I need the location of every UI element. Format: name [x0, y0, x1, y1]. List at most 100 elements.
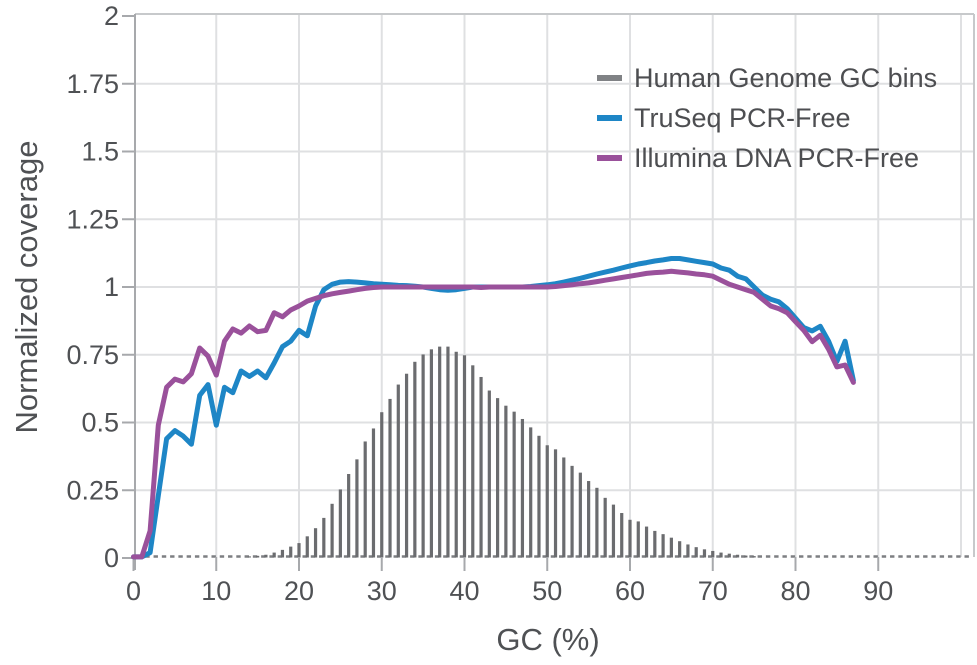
gc-bin-bar — [628, 519, 632, 558]
gc-bin-bar — [603, 497, 607, 558]
gc-bin-bar — [636, 521, 640, 558]
x-axis-title: GC (%) — [496, 622, 600, 657]
x-tick-label: 0 — [126, 576, 141, 606]
gc-bin-bar — [727, 553, 731, 558]
gc-bin-bar — [256, 555, 260, 558]
axes-and-ticks — [122, 14, 880, 571]
y-tick-label: 0.25 — [66, 475, 119, 505]
gc-bin-bar — [330, 503, 334, 558]
gc-bin-bar — [247, 556, 251, 558]
x-tick-label: 90 — [863, 576, 893, 606]
gc-bin-bar — [429, 349, 433, 558]
truseq-pcr-free-line — [131, 256, 856, 560]
x-tick-label: 80 — [780, 576, 810, 606]
gc-bin-bar — [322, 517, 326, 558]
y-tick-label: 1.25 — [66, 204, 119, 234]
legend-label: TruSeq PCR-Free — [634, 102, 851, 133]
gc-bin-bar — [305, 536, 309, 558]
legend-swatch — [597, 155, 622, 161]
gc-bin-bar — [711, 550, 715, 558]
gc-bin-bar — [280, 549, 285, 558]
legend-item: TruSeq PCR-Free — [597, 98, 937, 138]
gc-bin-bar — [595, 487, 599, 558]
y-tick-label: 1 — [104, 272, 119, 302]
x-tick-label: 60 — [615, 576, 645, 606]
gc-bin-bar — [587, 481, 591, 558]
gc-bin-bar — [545, 445, 549, 558]
gc-bin-bar — [553, 449, 558, 558]
x-tick-label: 30 — [367, 576, 397, 606]
gc-bin-bar — [562, 457, 566, 558]
gc-bin-bar — [735, 554, 740, 558]
x-tick-label: 50 — [532, 576, 562, 606]
gc-bin-bar — [371, 428, 376, 558]
gc-bin-bar — [504, 405, 508, 558]
gc-bin-bar — [413, 361, 417, 558]
plot-border — [135, 13, 975, 558]
gc-bin-bar — [355, 459, 359, 558]
gc-bin-bar — [421, 354, 425, 558]
gc-bin-bar — [388, 398, 392, 558]
gc-bin-bar — [578, 472, 582, 558]
y-tick-label: 1.5 — [81, 137, 119, 167]
gc-bin-bar — [479, 376, 483, 558]
gc-bin-bar — [520, 418, 525, 558]
legend: Human Genome GC bins TruSeq PCR-Free Illum… — [597, 58, 937, 178]
gc-bin-bar — [529, 427, 533, 558]
legend-swatch — [597, 75, 622, 81]
gc-bin-bar — [702, 549, 707, 558]
gc-bin-bar — [653, 530, 657, 558]
legend-item: Illumina DNA PCR-Free — [597, 138, 937, 178]
illumina-dna-pcr-free-line — [131, 268, 856, 560]
gc-bin-bar — [570, 465, 574, 558]
gc-bin-bar — [338, 489, 342, 558]
histogram-bars — [247, 346, 756, 558]
gc-bin-bar — [644, 526, 649, 558]
gc-bin-bar — [297, 543, 301, 558]
gc-bin-bar — [496, 398, 500, 558]
y-tick-label: 0 — [104, 543, 119, 573]
legend-item: Human Genome GC bins — [597, 58, 937, 98]
legend-swatch — [597, 115, 622, 121]
series-lines — [131, 256, 856, 560]
gc-bin-bar — [719, 552, 723, 558]
y-tick-label: 2 — [104, 1, 119, 31]
legend-label: Illumina DNA PCR-Free — [634, 142, 920, 173]
y-tick-label: 1.75 — [66, 69, 119, 99]
legend-label: Human Genome GC bins — [634, 62, 938, 93]
x-tick-label: 40 — [449, 576, 479, 606]
y-axis-title: Normalized coverage — [9, 140, 44, 434]
x-tick-label: 10 — [201, 576, 231, 606]
gc-bin-bar — [678, 541, 682, 558]
gc-bin-bar — [611, 504, 616, 558]
gc-bin-bar — [438, 346, 442, 558]
x-tick-label: 70 — [698, 576, 728, 606]
gc-bin-bar — [537, 435, 541, 558]
gc-bin-bar — [462, 355, 467, 558]
gc-bin-bar — [264, 554, 268, 558]
gc-bin-bar — [347, 473, 351, 558]
gc-bin-bar — [512, 411, 516, 558]
gc-bin-bar — [752, 556, 756, 558]
gc-bin-bar — [661, 534, 665, 558]
x-tick-label: 20 — [284, 576, 314, 606]
gc-bin-bar — [471, 365, 475, 558]
gc-bin-bar — [313, 528, 318, 558]
gc-bin-bar — [396, 384, 400, 558]
gc-bin-bar — [363, 441, 367, 558]
gc-bin-bar — [694, 547, 698, 558]
gc-bin-bar — [289, 546, 293, 558]
gc-bin-bar — [686, 544, 690, 558]
gc-bin-bar — [744, 555, 748, 558]
gc-bin-bar — [454, 351, 458, 558]
gc-bin-bar — [404, 373, 409, 558]
gc-bin-bar — [669, 537, 673, 558]
y-tick-label: 0.5 — [81, 408, 119, 438]
gc-bin-bar — [487, 390, 491, 558]
gc-bin-bar — [620, 513, 624, 558]
y-tick-label: 0.75 — [66, 340, 119, 370]
gc-bin-bar — [272, 552, 276, 558]
